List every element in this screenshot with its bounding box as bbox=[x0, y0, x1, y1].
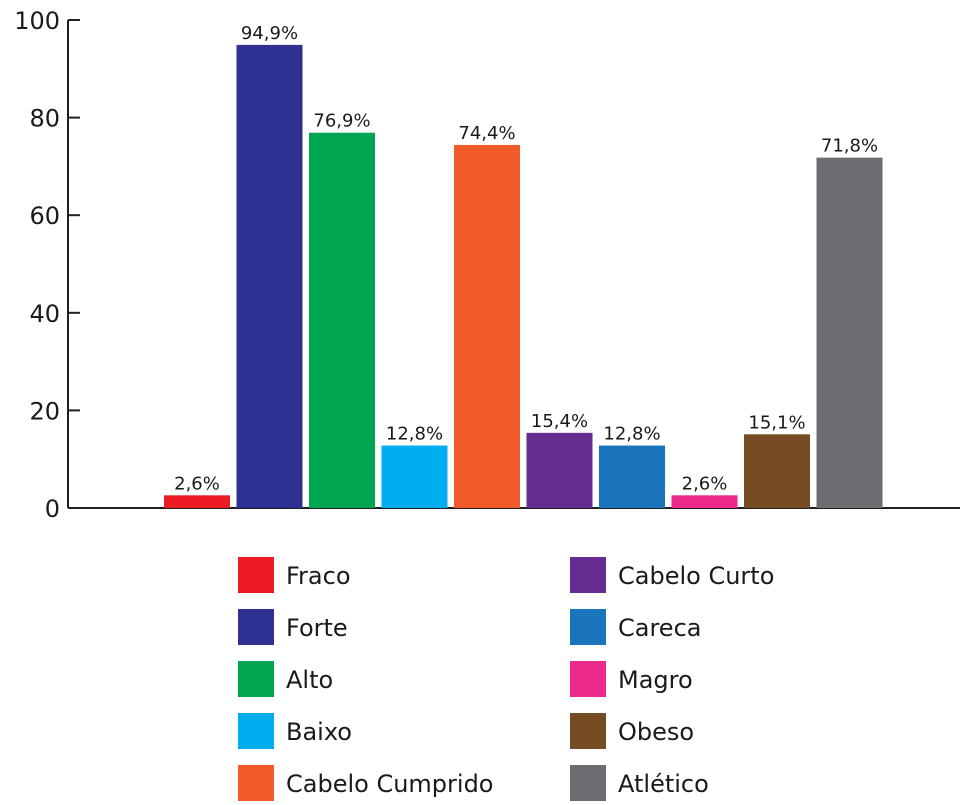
y-tick-label: 100 bbox=[14, 7, 60, 35]
legend-label: Forte bbox=[286, 614, 348, 642]
legend-item: Careca bbox=[570, 609, 701, 645]
y-tick-label: 80 bbox=[29, 105, 60, 133]
legend-item: Cabelo Curto bbox=[570, 557, 774, 593]
bar bbox=[599, 445, 665, 508]
legend-swatch bbox=[570, 713, 606, 749]
y-tick-label: 20 bbox=[29, 397, 60, 425]
data-label: 15,4% bbox=[531, 411, 588, 432]
y-tick-label: 60 bbox=[29, 202, 60, 230]
legend-item: Baixo bbox=[238, 713, 352, 749]
data-label: 94,9% bbox=[241, 23, 298, 44]
bar bbox=[381, 445, 448, 508]
data-label: 74,4% bbox=[458, 123, 515, 144]
legend-label: Cabelo Cumprido bbox=[286, 770, 493, 798]
bar bbox=[816, 157, 883, 508]
y-tick-label: 0 bbox=[45, 495, 60, 523]
legend-label: Fraco bbox=[286, 562, 351, 590]
legend-swatch bbox=[238, 609, 274, 645]
legend-item: Alto bbox=[238, 661, 333, 697]
data-label: 71,8% bbox=[821, 136, 878, 157]
legend-swatch bbox=[238, 765, 274, 801]
legend-item: Fraco bbox=[238, 557, 351, 593]
legend-swatch bbox=[238, 557, 274, 593]
legend-label: Atlético bbox=[618, 770, 709, 798]
legend-item: Forte bbox=[238, 609, 348, 645]
data-label: 12,8% bbox=[386, 424, 443, 445]
legend-item: Cabelo Cumprido bbox=[238, 765, 493, 801]
legend-label: Cabelo Curto bbox=[618, 562, 774, 590]
legend-label: Careca bbox=[618, 614, 701, 642]
legend: Fraco Forte Alto Baixo Cabelo Cumprido Cabelo… bbox=[238, 557, 774, 801]
legend-label: Magro bbox=[618, 666, 693, 694]
bar bbox=[309, 132, 375, 508]
bar bbox=[744, 434, 810, 508]
bars bbox=[164, 44, 883, 509]
bar bbox=[526, 432, 593, 508]
legend-item: Atlético bbox=[570, 765, 709, 801]
bar bbox=[236, 44, 303, 508]
y-tick-label: 40 bbox=[29, 300, 60, 328]
legend-label: Obeso bbox=[618, 718, 694, 746]
legend-swatch bbox=[570, 765, 606, 801]
legend-swatch bbox=[238, 661, 274, 697]
bar bbox=[454, 144, 520, 509]
y-ticks: 0 20 40 60 80 100 bbox=[14, 7, 80, 523]
data-labels: 2,6% 94,9% 76,9% 12,8% 74,4% 15,4% 12,8% 2,6% 15… bbox=[174, 23, 878, 494]
legend-swatch bbox=[570, 661, 606, 697]
data-label: 12,8% bbox=[603, 424, 660, 445]
legend-label: Baixo bbox=[286, 718, 352, 746]
bar bbox=[164, 495, 230, 508]
legend-swatch bbox=[238, 713, 274, 749]
legend-swatch bbox=[570, 609, 606, 645]
data-label: 76,9% bbox=[313, 111, 370, 132]
legend-label: Alto bbox=[286, 666, 333, 694]
data-label: 2,6% bbox=[174, 473, 220, 494]
data-label: 2,6% bbox=[682, 473, 728, 494]
legend-item: Obeso bbox=[570, 713, 694, 749]
data-label: 15,1% bbox=[748, 412, 805, 433]
bar bbox=[671, 495, 738, 508]
legend-swatch bbox=[570, 557, 606, 593]
legend-item: Magro bbox=[570, 661, 693, 697]
